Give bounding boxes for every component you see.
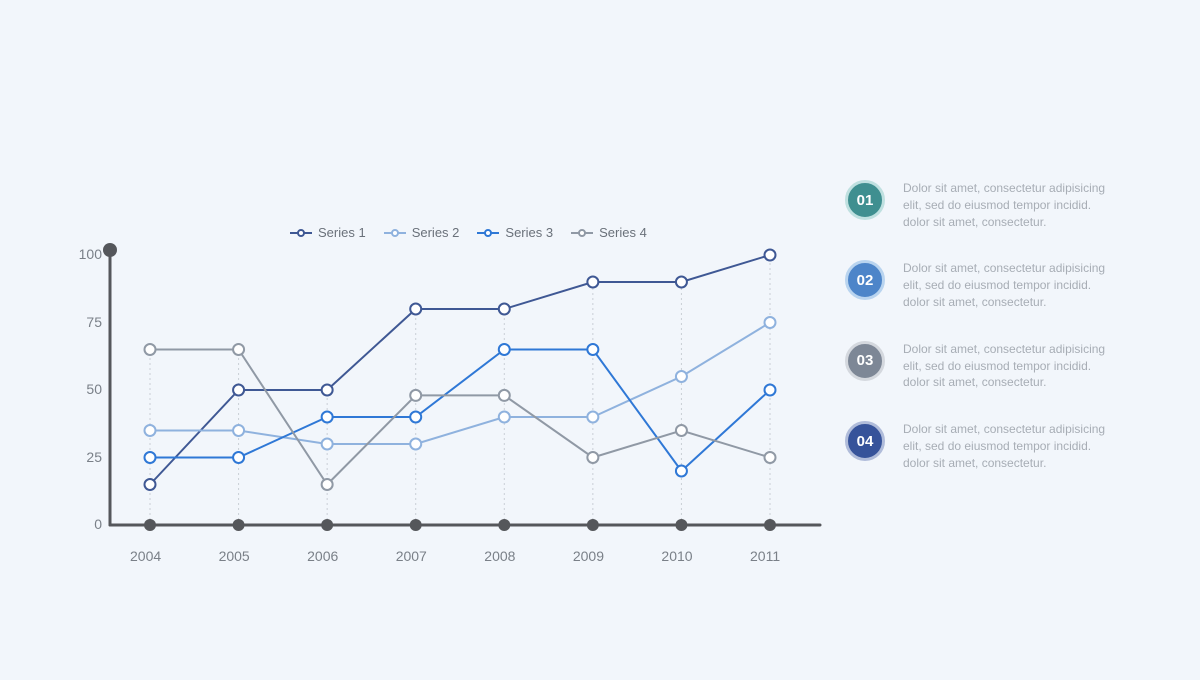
series-marker — [587, 412, 598, 423]
series-marker — [587, 452, 598, 463]
series-marker — [499, 344, 510, 355]
note-text: Dolor sit amet, consectetur adipisicing … — [903, 260, 1113, 310]
note-item: 03 Dolor sit amet, consectetur adipisicin… — [845, 341, 1113, 391]
note-badge: 01 — [845, 180, 885, 220]
series-marker — [676, 466, 687, 477]
series-marker — [676, 425, 687, 436]
note-badge: 04 — [845, 421, 885, 461]
series-marker — [322, 439, 333, 450]
series-marker — [233, 452, 244, 463]
note-badge: 02 — [845, 260, 885, 300]
axes — [103, 243, 820, 531]
series-marker — [765, 385, 776, 396]
series-marker — [587, 277, 598, 288]
series-marker — [499, 390, 510, 401]
notes-list: 01 Dolor sit amet, consectetur adipisicin… — [845, 180, 1113, 472]
series-marker — [765, 317, 776, 328]
stage: Series 1Series 2Series 3Series 4 0255075… — [0, 0, 1200, 680]
series-marker — [322, 412, 333, 423]
series-marker — [676, 371, 687, 382]
series-marker — [765, 250, 776, 261]
series-marker — [410, 304, 421, 315]
series-marker — [145, 344, 156, 355]
note-text: Dolor sit amet, consectetur adipisicing … — [903, 341, 1113, 391]
note-text: Dolor sit amet, consectetur adipisicing … — [903, 180, 1113, 230]
note-text: Dolor sit amet, consectetur adipisicing … — [903, 421, 1113, 471]
series-marker — [676, 277, 687, 288]
series-marker — [145, 479, 156, 490]
series-marker — [410, 412, 421, 423]
series-marker — [410, 439, 421, 450]
series-marker — [499, 304, 510, 315]
note-item: 01 Dolor sit amet, consectetur adipisicin… — [845, 180, 1113, 230]
series-line — [150, 255, 770, 485]
series-marker — [322, 385, 333, 396]
series-marker — [145, 452, 156, 463]
series-marker — [410, 390, 421, 401]
series-marker — [322, 479, 333, 490]
note-item: 02 Dolor sit amet, consectetur adipisicin… — [845, 260, 1113, 310]
note-badge: 03 — [845, 341, 885, 381]
series-marker — [233, 425, 244, 436]
series-marker — [587, 344, 598, 355]
series-marker — [233, 385, 244, 396]
series-marker — [233, 344, 244, 355]
series-marker — [499, 412, 510, 423]
series-marker — [765, 452, 776, 463]
series-marker — [145, 425, 156, 436]
note-item: 04 Dolor sit amet, consectetur adipisicin… — [845, 421, 1113, 471]
